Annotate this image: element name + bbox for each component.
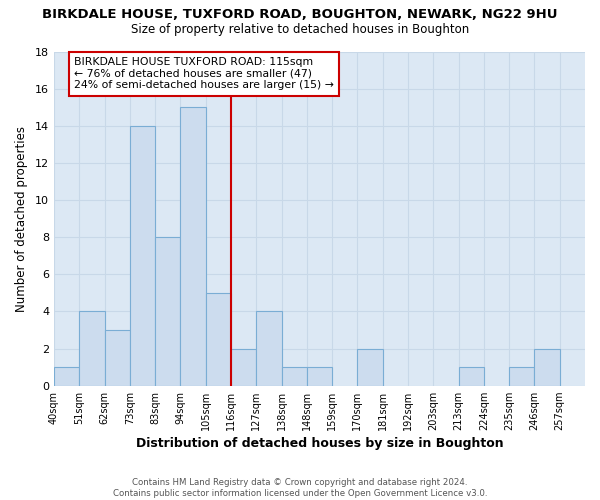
- Bar: [509, 367, 535, 386]
- Bar: [104, 330, 130, 386]
- Bar: [206, 293, 231, 386]
- Bar: [54, 367, 79, 386]
- Bar: [130, 126, 155, 386]
- Bar: [358, 348, 383, 386]
- Text: Contains HM Land Registry data © Crown copyright and database right 2024.
Contai: Contains HM Land Registry data © Crown c…: [113, 478, 487, 498]
- X-axis label: Distribution of detached houses by size in Boughton: Distribution of detached houses by size …: [136, 437, 503, 450]
- Y-axis label: Number of detached properties: Number of detached properties: [15, 126, 28, 312]
- Text: BIRKDALE HOUSE, TUXFORD ROAD, BOUGHTON, NEWARK, NG22 9HU: BIRKDALE HOUSE, TUXFORD ROAD, BOUGHTON, …: [42, 8, 558, 20]
- Bar: [79, 312, 104, 386]
- Bar: [155, 237, 181, 386]
- Bar: [281, 367, 307, 386]
- Bar: [458, 367, 484, 386]
- Bar: [307, 367, 332, 386]
- Text: BIRKDALE HOUSE TUXFORD ROAD: 115sqm
← 76% of detached houses are smaller (47)
24: BIRKDALE HOUSE TUXFORD ROAD: 115sqm ← 76…: [74, 57, 334, 90]
- Bar: [181, 107, 206, 386]
- Bar: [256, 312, 281, 386]
- Bar: [535, 348, 560, 386]
- Text: Size of property relative to detached houses in Boughton: Size of property relative to detached ho…: [131, 22, 469, 36]
- Bar: [231, 348, 256, 386]
